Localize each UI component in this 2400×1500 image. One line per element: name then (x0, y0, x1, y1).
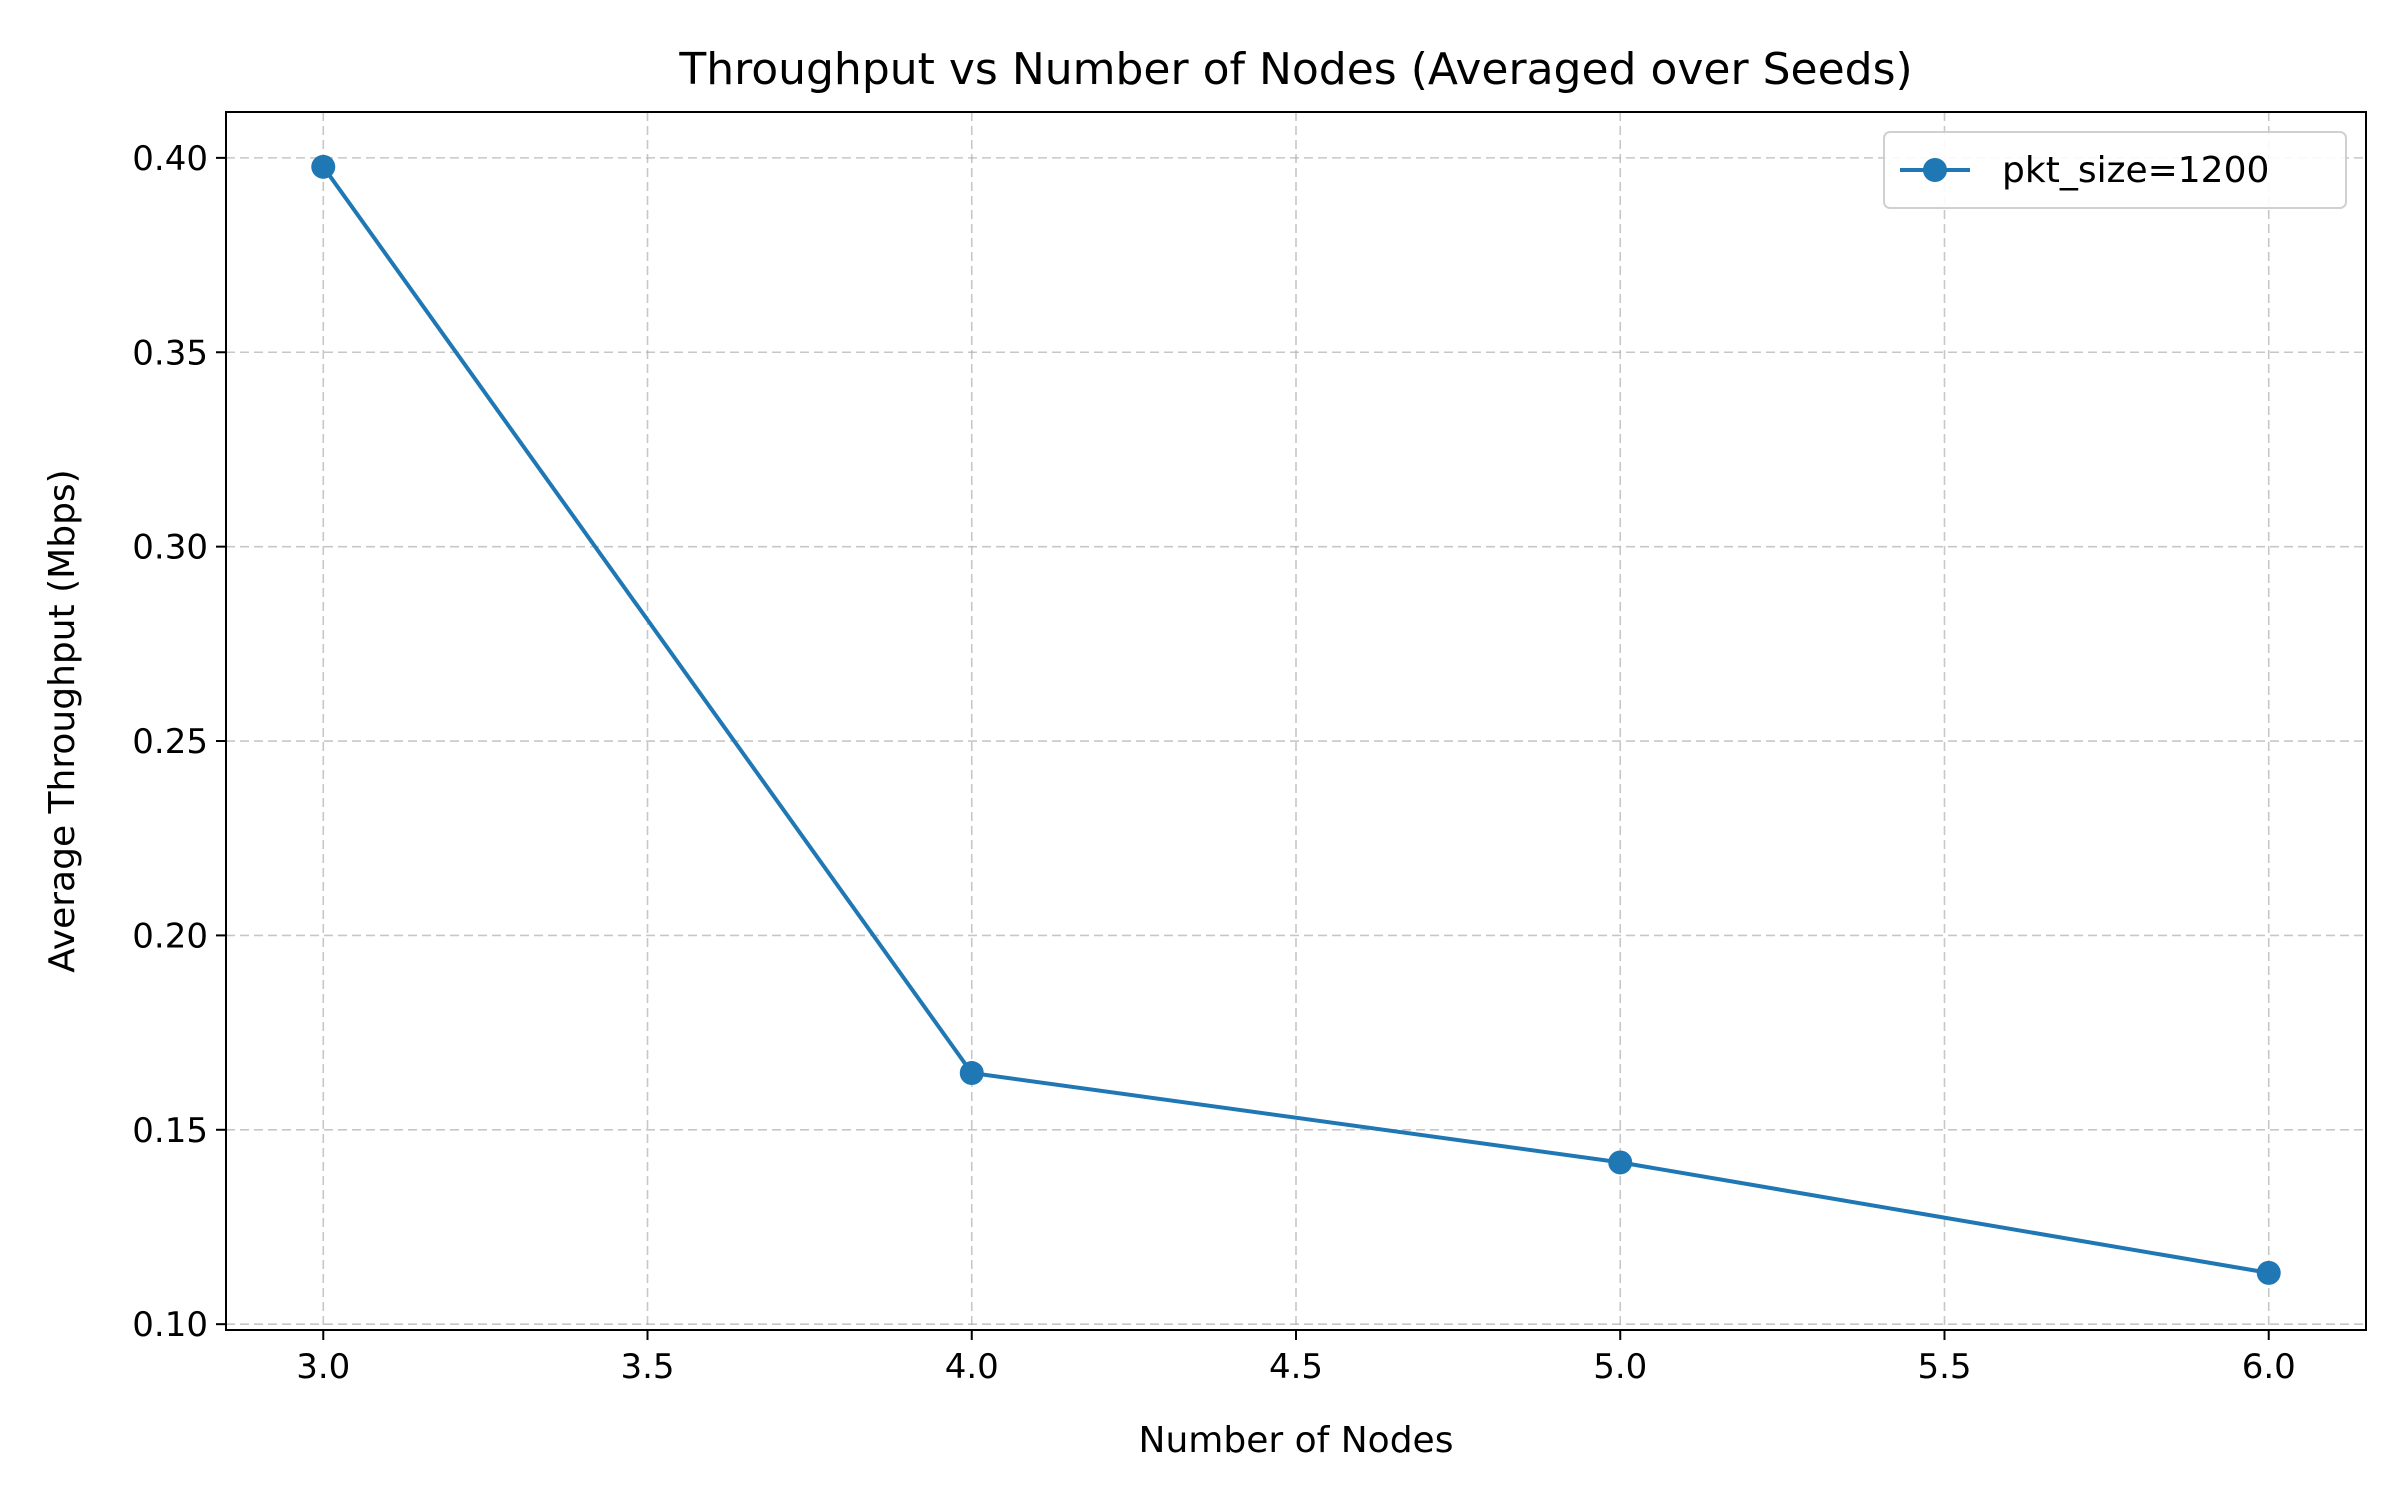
y-axis-label: Average Throughput (Mbps) (42, 469, 83, 972)
y-tick-label: 0.25 (132, 722, 208, 762)
x-tick-label: 5.5 (1917, 1347, 1971, 1387)
y-tick-label: 0.20 (132, 916, 208, 956)
y-tick-label: 0.40 (132, 139, 208, 179)
x-tick-label: 4.5 (1269, 1347, 1323, 1387)
legend: pkt_size=1200 (1883, 131, 2347, 209)
y-tick-label: 0.15 (132, 1111, 208, 1151)
chart-title: Throughput vs Number of Nodes (Averaged … (678, 44, 1912, 95)
data-point-marker (2256, 1260, 2281, 1285)
legend-marker-sample (1923, 158, 1947, 182)
legend-label: pkt_size=1200 (2002, 150, 2269, 191)
data-point-marker (959, 1061, 984, 1086)
data-point-marker (311, 154, 336, 179)
x-tick-label: 4.0 (945, 1347, 999, 1387)
series-lines (321, 164, 2271, 1275)
x-tick-label: 5.0 (1593, 1347, 1647, 1387)
data-point-marker (1608, 1150, 1633, 1175)
axis-ticks: 3.0 3.5 4.0 4.5 5.0 5.5 6.0 0.10 0.15 0.20 0.25 0.3… (132, 139, 2295, 1387)
y-tick-label: 0.35 (132, 333, 208, 373)
x-tick-label: 3.0 (296, 1347, 350, 1387)
x-axis-label: Number of Nodes (1139, 1420, 1454, 1461)
x-tick-label: 3.5 (620, 1347, 674, 1387)
y-tick-label: 0.30 (132, 528, 208, 568)
series-markers (311, 154, 2281, 1285)
y-tick-label: 0.10 (132, 1305, 208, 1345)
x-tick-label: 6.0 (2242, 1347, 2296, 1387)
legend-box (1883, 131, 2347, 209)
series-line (321, 164, 2271, 1275)
